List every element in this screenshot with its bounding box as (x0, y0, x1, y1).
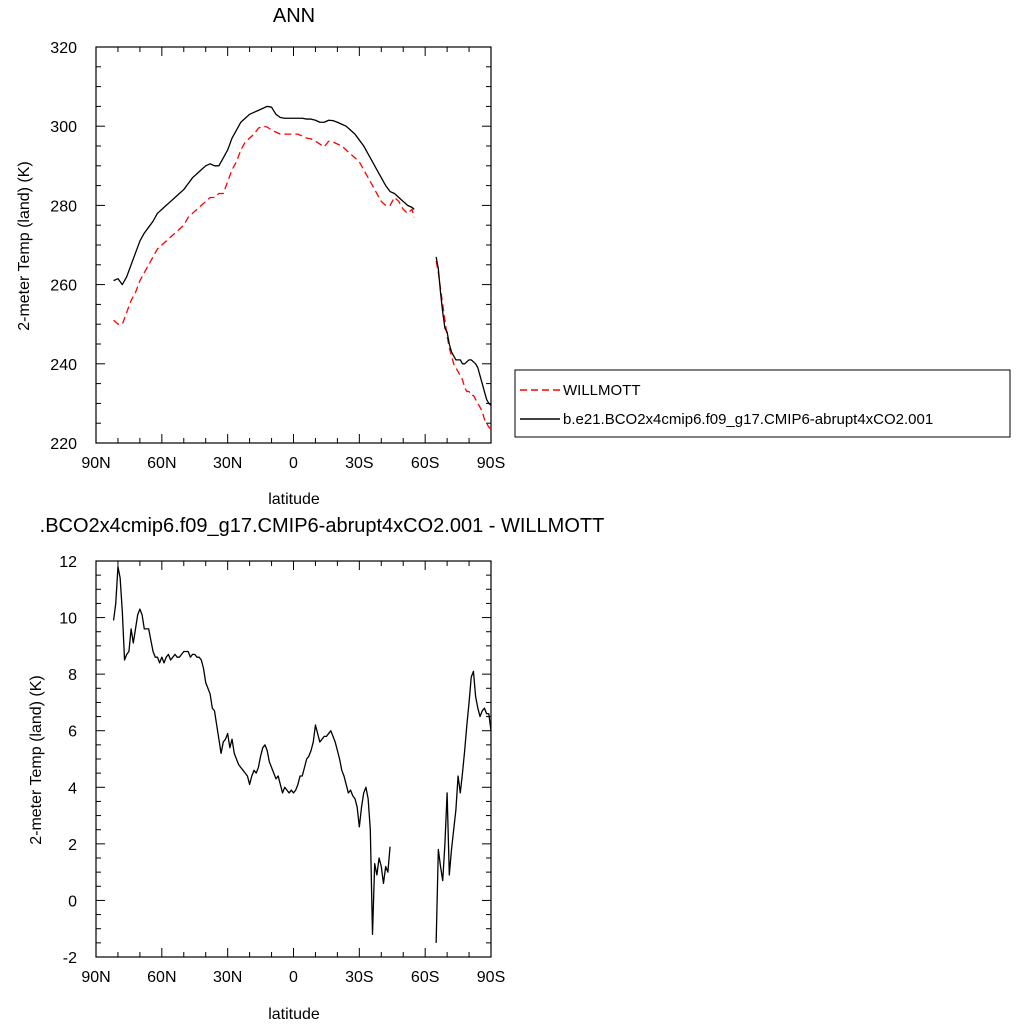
top-chart-x-tick-label: 60S (411, 455, 439, 472)
top-chart-x-tick-label: 90S (477, 455, 505, 472)
legend-label-model: b.e21.BCO2x4cmip6.f09_g17.CMIP6-abrupt4x… (563, 411, 933, 428)
bottom-chart-x-tick-label: 60S (411, 969, 439, 986)
top-chart-y-tick-label: 300 (50, 119, 77, 136)
top-chart-y-tick-label: 320 (50, 40, 77, 57)
bottom-chart-axes: 90N 60N 30N 0 30S 60S 90S -2 0 2 4 6 8 10 12 (59, 554, 505, 986)
bottom-chart-y-axis-label: 2-meter Temp (land) (K) (28, 675, 45, 845)
top-chart-line-b-e21-bco2x4cmip6-f09-g17-cmip6-abrupt4xco2-001 (113, 105, 415, 286)
top-chart-x-tick-label: 60N (147, 455, 176, 472)
top-chart-x-tick-label: 30S (345, 455, 373, 472)
top-chart-title: ANN (273, 5, 315, 27)
top-chart-x-tick-label: 0 (289, 455, 298, 472)
top-chart-y-axis-label: 2-meter Temp (land) (K) (16, 161, 33, 331)
top-chart-y-tick-label: 260 (50, 278, 77, 295)
bottom-chart-line-series-0 (112, 566, 391, 936)
top-chart-line-willmott (435, 260, 492, 430)
bottom-chart-x-tick-label: 90S (477, 969, 505, 986)
bottom-chart-x-tick-label: 0 (289, 969, 298, 986)
legend-box (514, 369, 1011, 438)
bottom-chart-frame (95, 560, 492, 958)
top-chart-line-willmott (113, 125, 415, 325)
bottom-chart-y-tick-label: 2 (68, 837, 77, 854)
bottom-chart-y-tick-label: 0 (68, 893, 77, 910)
bottom-chart-title: .BCO2x4cmip6.f09_g17.CMIP6-abrupt4xCO2.0… (40, 515, 605, 537)
legend: WILLMOTT b.e21.BCO2x4cmip6.f09_g17.CMIP6… (514, 369, 1011, 438)
bottom-chart-y-tick-label: 10 (59, 611, 77, 628)
top-chart-y-tick-label: 280 (50, 198, 77, 215)
bottom-chart-x-tick-label: 90N (81, 969, 110, 986)
bottom-chart-x-tick-label: 30N (213, 969, 242, 986)
bottom-chart-y-tick-label: 8 (68, 667, 77, 684)
bottom-chart-x-tick-label: 30S (345, 969, 373, 986)
legend-label-willmott: WILLMOTT (563, 382, 641, 399)
top-chart-x-tick-label: 30N (213, 455, 242, 472)
bottom-chart-y-tick-label: 4 (68, 780, 77, 797)
bottom-chart-x-axis-label: latitude (268, 1006, 320, 1023)
top-chart-axes: 90N 60N 30N 0 30S 60S 90S 220 240 260 280 300 320 (50, 40, 505, 472)
top-chart-y-tick-label: 220 (50, 436, 77, 453)
top-chart-x-axis-label: latitude (268, 491, 320, 508)
bottom-chart-y-tick-label: 6 (68, 724, 77, 741)
bottom-chart-line-series-0 (435, 670, 492, 943)
bottom-chart-y-tick-label: 12 (59, 554, 77, 571)
top-chart-frame (95, 46, 492, 444)
top-chart-y-tick-label: 240 (50, 357, 77, 374)
bottom-chart-series (112, 566, 492, 943)
bottom-chart-x-tick-label: 60N (147, 969, 176, 986)
bottom-chart-y-tick-label: -2 (63, 950, 77, 967)
top-chart-series (113, 105, 492, 430)
top-chart-line-b-e21-bco2x4cmip6-f09-g17-cmip6-abrupt4xco2-001 (435, 256, 492, 406)
top-chart-x-tick-label: 90N (81, 455, 110, 472)
